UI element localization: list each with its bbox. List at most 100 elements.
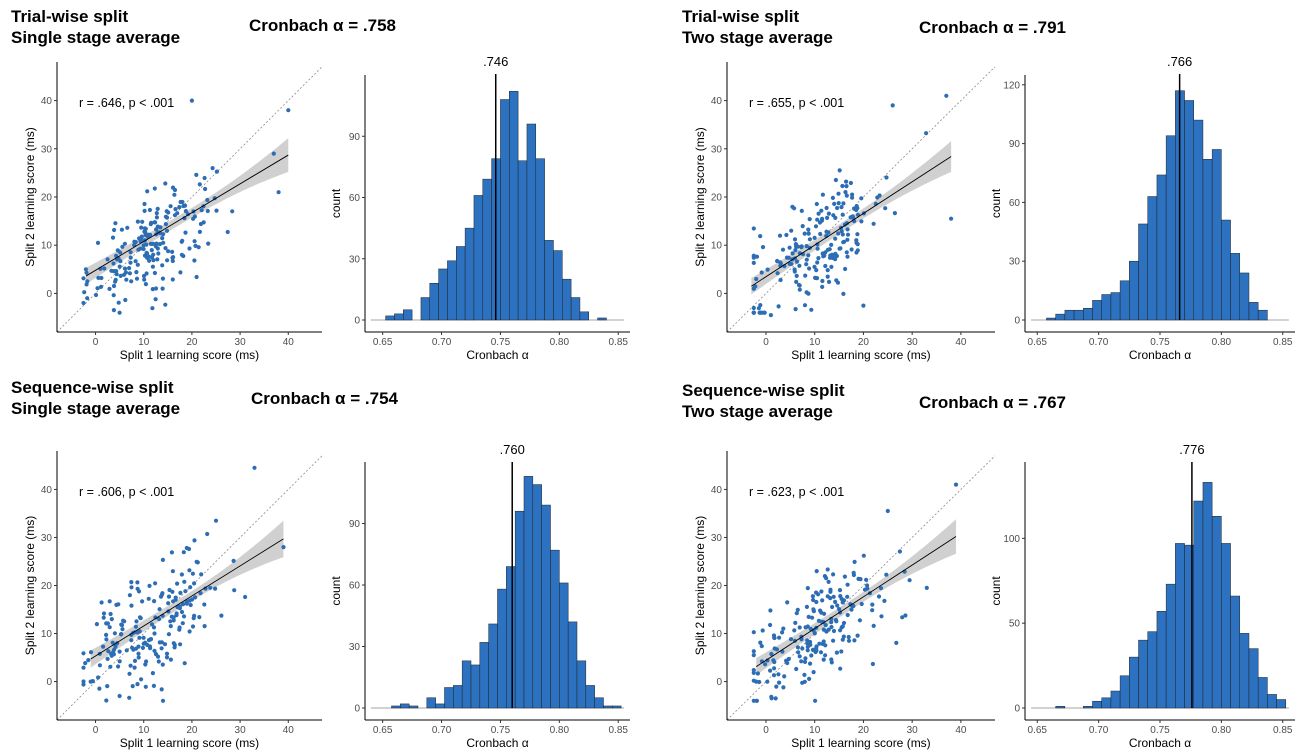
scatter-point <box>855 248 860 253</box>
scatter-point <box>885 508 890 514</box>
histogram-bar <box>1046 317 1056 321</box>
scatter-point <box>129 279 134 284</box>
scatter-point <box>846 638 852 643</box>
scatter-point <box>800 224 805 229</box>
y-tick-label: 0 <box>354 316 360 327</box>
y-axis-label: Split 2 learning score (ms) <box>23 516 37 655</box>
scatter-point <box>166 632 171 637</box>
scatter-point <box>129 580 134 585</box>
scatter-point <box>804 257 809 262</box>
scatter-point <box>855 633 860 638</box>
scatter-point <box>163 181 168 186</box>
histogram-bar <box>1230 595 1241 709</box>
scatter-point <box>188 585 193 590</box>
scatter-point <box>794 666 799 672</box>
y-axis-label: Split 2 learning score (ms) <box>693 127 707 266</box>
scatter-point <box>858 577 863 582</box>
scatter-point <box>907 578 912 583</box>
scatter-point <box>198 221 203 227</box>
x-tick-label: 30 <box>235 725 247 736</box>
scatter-point <box>113 279 118 284</box>
scatter-point <box>850 215 855 220</box>
scatter-point <box>153 297 158 302</box>
scatter-point <box>128 250 133 255</box>
scatter-point <box>141 243 146 248</box>
scatter-point <box>104 637 109 642</box>
histogram-bar <box>453 685 463 709</box>
scatter-point <box>813 698 818 703</box>
scatter-point <box>871 221 876 226</box>
scatter-point <box>150 671 155 676</box>
histogram-bar <box>1064 309 1075 321</box>
y-tick-label: 30 <box>41 144 53 155</box>
scatter-point <box>851 572 857 578</box>
scatter-point <box>900 615 905 620</box>
scatter-point <box>117 659 122 664</box>
scatter-point <box>769 651 774 657</box>
scatter-point <box>812 631 817 636</box>
scatter-point <box>830 604 835 610</box>
scatter-point <box>116 602 121 607</box>
scatter-point <box>108 611 113 617</box>
scatter-point <box>810 615 815 620</box>
scatter-point <box>848 180 854 186</box>
scatter-point <box>81 679 86 684</box>
scatter-point <box>814 590 819 595</box>
scatter-point <box>785 600 790 605</box>
scatter-point <box>838 666 843 671</box>
scatter-point <box>188 602 193 608</box>
scatter-point <box>166 601 171 606</box>
scatter-point <box>844 179 849 184</box>
panel-title-line-1: Sequence-wise split <box>11 378 174 397</box>
y-tick-label: 0 <box>46 289 52 300</box>
scatter-point <box>135 219 140 224</box>
scatter-point <box>150 264 155 269</box>
scatter-point <box>192 214 197 219</box>
scatter-point <box>154 211 159 216</box>
scatter-point <box>803 273 808 278</box>
scatter-point <box>134 619 139 624</box>
scatter-point <box>105 684 110 689</box>
scatter-point <box>196 245 201 250</box>
scatter-point <box>846 634 851 640</box>
scatter-point <box>143 226 148 231</box>
histogram-bar <box>1175 543 1185 709</box>
scatter-point <box>152 631 157 636</box>
histogram-bar <box>429 283 439 321</box>
scatter-point <box>754 679 759 684</box>
scatter-point <box>823 263 828 269</box>
histogram-bar <box>1248 302 1259 321</box>
panel-title-line-2: Single stage average <box>11 399 180 418</box>
scatter-point <box>804 604 810 610</box>
y-tick-label: 0 <box>716 677 722 688</box>
y-axis-label: count <box>329 188 343 218</box>
scatter-point <box>839 229 844 234</box>
scatter-point <box>105 257 110 262</box>
scatter-point <box>113 221 118 226</box>
scatter-point <box>789 228 794 233</box>
scatter-point <box>153 220 158 225</box>
scatter-point <box>111 269 116 274</box>
scatter-point <box>149 248 154 253</box>
scatter-point <box>818 231 823 237</box>
x-tick-label: 20 <box>858 725 870 736</box>
scatter-point <box>197 615 202 620</box>
y-tick-label: 0 <box>716 289 722 300</box>
scatter-point <box>160 276 165 281</box>
scatter-point <box>160 236 165 241</box>
scatter-point <box>122 266 128 271</box>
scatter-point <box>166 210 171 215</box>
scatter-point <box>191 616 196 621</box>
scatter-point <box>802 672 807 678</box>
scatter-point <box>804 262 809 267</box>
scatter-point <box>861 553 866 558</box>
y-axis-label: count <box>989 576 1003 606</box>
x-tick-label: 30 <box>907 337 919 348</box>
histogram-bar <box>1239 633 1250 709</box>
histogram-bar <box>426 697 436 709</box>
y-tick-label: 10 <box>711 629 723 640</box>
scatter-point <box>134 276 140 281</box>
scatter-point <box>178 642 183 647</box>
scatter-point <box>120 627 125 632</box>
scatter-point <box>859 219 864 224</box>
